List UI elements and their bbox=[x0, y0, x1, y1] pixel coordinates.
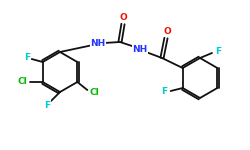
Text: NH: NH bbox=[90, 39, 106, 48]
Text: NH: NH bbox=[132, 45, 148, 54]
Text: F: F bbox=[162, 87, 168, 96]
Text: Cl: Cl bbox=[18, 78, 28, 87]
Text: Cl: Cl bbox=[90, 87, 99, 96]
Text: F: F bbox=[215, 48, 221, 57]
Text: O: O bbox=[119, 14, 127, 22]
Text: F: F bbox=[24, 54, 31, 63]
Text: F: F bbox=[44, 100, 50, 109]
Text: O: O bbox=[163, 27, 171, 36]
